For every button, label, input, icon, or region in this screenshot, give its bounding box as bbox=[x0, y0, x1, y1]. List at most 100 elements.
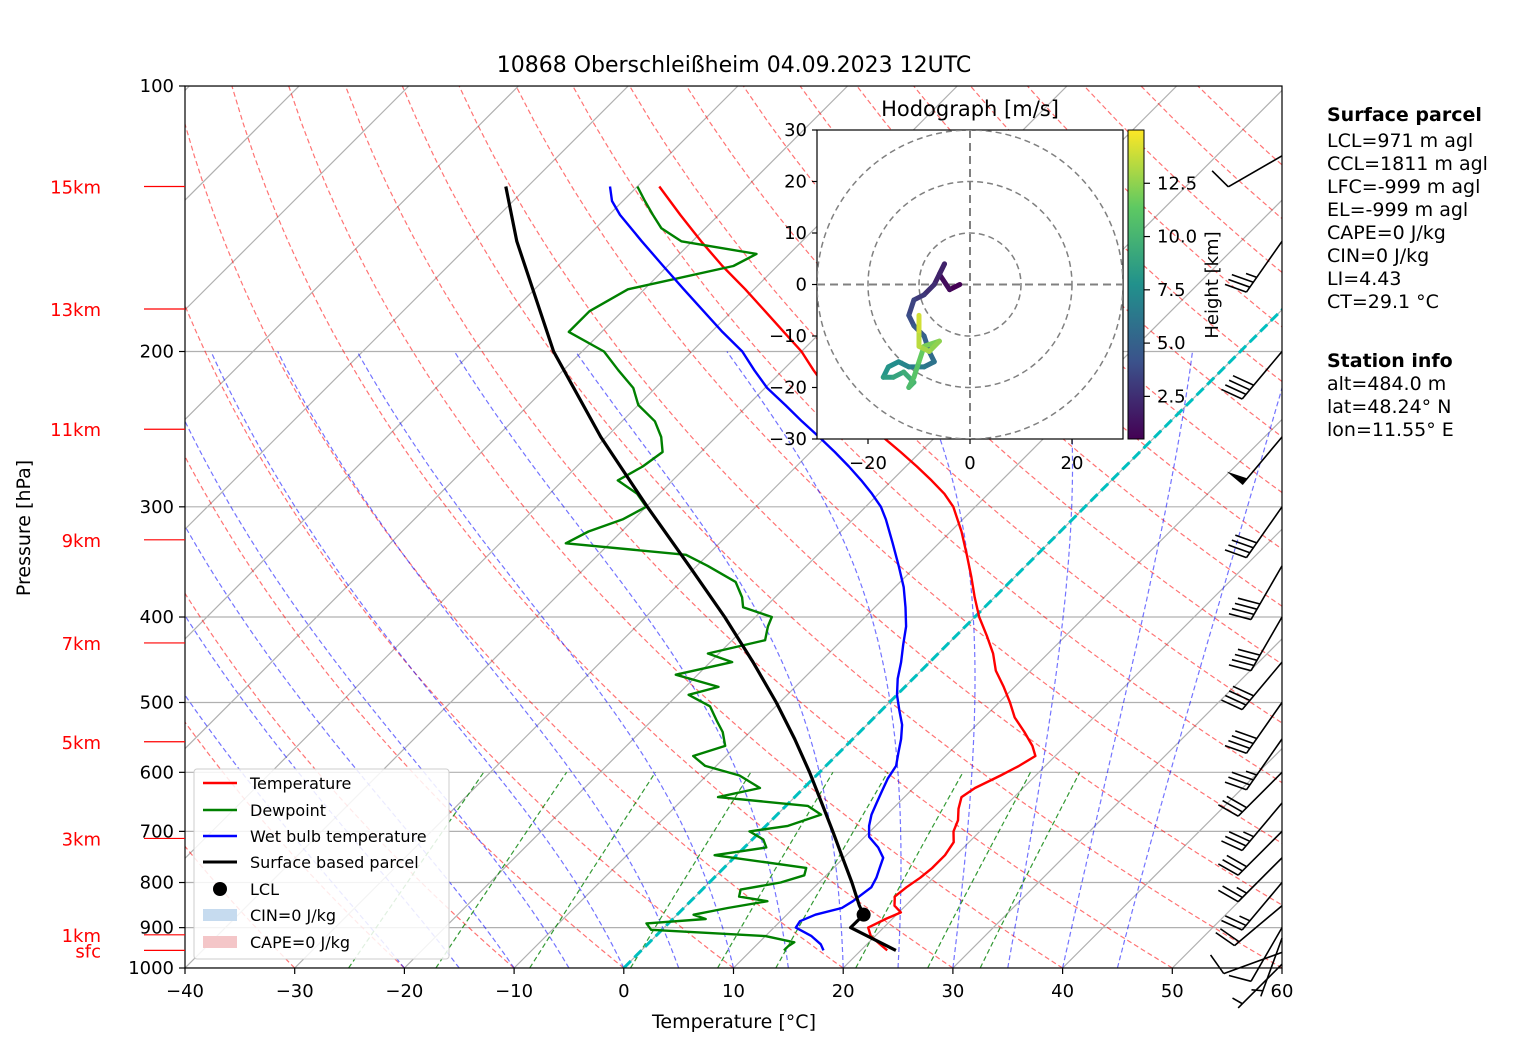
sp-cin: CIN=0 J/kg bbox=[1327, 245, 1429, 267]
hodograph-segment bbox=[911, 359, 922, 380]
legend-lcl-swatch bbox=[213, 882, 227, 896]
colorbar-ticks: 2.5 5.0 7.5 10.0 12.5 bbox=[1144, 173, 1197, 407]
dry-adiabat bbox=[344, 86, 1173, 968]
wind-barb bbox=[1221, 882, 1283, 931]
moist-adiabat bbox=[277, 351, 680, 968]
legend-cape-swatch bbox=[203, 936, 237, 948]
moist-adiabat bbox=[210, 351, 625, 968]
hodo-y-tick-label: −30 bbox=[769, 429, 807, 450]
colorbar-tick-label: 2.5 bbox=[1157, 386, 1186, 407]
dry-adiabat bbox=[856, 86, 1282, 494]
wind-barb bbox=[1215, 905, 1283, 947]
station-lat: lat=48.24° N bbox=[1327, 396, 1451, 418]
hodo-y-tick-label: −20 bbox=[769, 378, 807, 399]
sp-lcl: LCL=971 m agl bbox=[1327, 130, 1473, 152]
hodo-y-tick-label: 30 bbox=[784, 120, 807, 141]
isotherm-line bbox=[842, 528, 1282, 968]
colorbar-tick-label: 12.5 bbox=[1157, 173, 1197, 194]
moist-adiabat bbox=[356, 351, 735, 968]
mixing-ratio-line bbox=[717, 771, 834, 968]
dry-adiabat bbox=[231, 86, 954, 968]
legend-temperature: Temperature bbox=[249, 774, 351, 793]
wind-barb bbox=[1209, 951, 1283, 975]
wind-barbs bbox=[1209, 155, 1283, 1009]
x-tick-label: 40 bbox=[1051, 981, 1074, 1002]
wind-barb bbox=[1224, 506, 1283, 559]
wind-barb bbox=[1211, 155, 1283, 188]
hodograph-ring bbox=[918, 232, 1022, 337]
lcl-marker bbox=[856, 907, 871, 922]
x-axis-ticks: −40 −30 −20 −10 0 10 20 30 40 50 60 bbox=[166, 968, 1293, 1002]
moist-adiabat bbox=[901, 351, 976, 968]
mixing-ratio-line bbox=[435, 771, 568, 968]
series-wet-bulb-temperature bbox=[608, 186, 908, 951]
wind-barb bbox=[1224, 702, 1283, 755]
wind-barb bbox=[1251, 937, 1283, 997]
isotherm-line bbox=[185, 86, 410, 311]
x-tick-label: 60 bbox=[1271, 981, 1294, 1002]
zero-isotherm bbox=[622, 307, 1282, 968]
colorbar-label: Height [km] bbox=[1202, 231, 1223, 338]
wind-barb bbox=[1221, 661, 1283, 711]
isotherm-line bbox=[185, 86, 849, 750]
x-tick-label: 10 bbox=[722, 981, 745, 1002]
hodo-y-tick-label: −10 bbox=[769, 326, 807, 347]
sp-cape: CAPE=0 J/kg bbox=[1327, 222, 1446, 244]
mixing-ratio-line bbox=[775, 771, 889, 968]
legend-wetbulb: Wet bulb temperature bbox=[250, 827, 427, 846]
mixing-ratio-line bbox=[629, 771, 752, 968]
wind-barb bbox=[1221, 350, 1283, 400]
sp-ccl: CCL=1811 m agl bbox=[1327, 153, 1488, 175]
colorbar-tick-label: 5.0 bbox=[1157, 333, 1186, 354]
legend-lcl: LCL bbox=[250, 880, 279, 899]
x-tick-label: −30 bbox=[276, 981, 314, 1002]
height-marker-label: 3km bbox=[62, 829, 101, 850]
y-axis-label: Pressure [hPa] bbox=[13, 460, 35, 596]
sp-el: EL=-999 m agl bbox=[1327, 199, 1468, 221]
mixing-ratio-line bbox=[855, 772, 964, 968]
wind-barb bbox=[1217, 771, 1283, 817]
x-tick-label: 20 bbox=[832, 981, 855, 1002]
series-dewpoint bbox=[564, 185, 823, 952]
y-tick-label: 400 bbox=[140, 607, 174, 628]
x-tick-label: 30 bbox=[941, 981, 964, 1002]
station-info-heading: Station info bbox=[1327, 350, 1453, 372]
hodograph-segment bbox=[906, 297, 917, 318]
height-marker-label: 7km bbox=[62, 634, 101, 655]
sp-lfc: LFC=-999 m agl bbox=[1327, 176, 1480, 198]
dry-adiabat bbox=[515, 86, 1282, 845]
height-marker-label: sfc bbox=[75, 941, 101, 962]
height-marker-label: 9km bbox=[62, 531, 101, 552]
isotherm-line bbox=[185, 86, 519, 421]
chart-title: 10868 Oberschleißheim 04.09.2023 12UTC bbox=[497, 53, 972, 78]
x-tick-label: −20 bbox=[385, 981, 423, 1002]
moist-adiabat bbox=[1116, 385, 1282, 968]
x-tick-label: −10 bbox=[495, 981, 533, 1002]
y-tick-label: 1000 bbox=[128, 958, 174, 979]
hodo-x-tick-label: 20 bbox=[1061, 453, 1084, 474]
wind-barb bbox=[1226, 436, 1283, 485]
legend-cin-swatch bbox=[203, 909, 237, 921]
hodograph-ticks: −20 0 20 30 20 10 0 −10 −20 −30 bbox=[769, 120, 1083, 474]
hodo-y-tick-label: 20 bbox=[784, 172, 807, 193]
x-tick-label: 50 bbox=[1161, 981, 1184, 1002]
station-lon: lon=11.55° E bbox=[1327, 419, 1454, 441]
hodo-y-tick-label: 10 bbox=[784, 223, 807, 244]
wind-barb bbox=[1224, 240, 1283, 293]
isotherm-line bbox=[952, 638, 1282, 968]
hodo-y-tick-label: 0 bbox=[796, 275, 807, 296]
sp-ct: CT=29.1 °C bbox=[1327, 291, 1439, 313]
wind-barb bbox=[1221, 802, 1283, 852]
y-tick-label: 800 bbox=[140, 873, 174, 894]
hodograph-segment bbox=[936, 271, 953, 293]
wind-barb bbox=[1217, 857, 1283, 903]
mixing-ratio-line bbox=[979, 772, 1081, 968]
surface-parcel-info: Surface parcel LCL=971 m agl CCL=1811 m … bbox=[1327, 104, 1488, 313]
x-axis-label: Temperature [°C] bbox=[651, 1011, 816, 1033]
isotherm-line bbox=[185, 86, 739, 640]
y-tick-label: 700 bbox=[140, 821, 174, 842]
y-tick-label: 600 bbox=[140, 762, 174, 783]
dry-adiabat bbox=[185, 455, 625, 968]
hodograph-title: Hodograph [m/s] bbox=[881, 97, 1059, 121]
height-marker-label: 1km bbox=[62, 926, 101, 947]
